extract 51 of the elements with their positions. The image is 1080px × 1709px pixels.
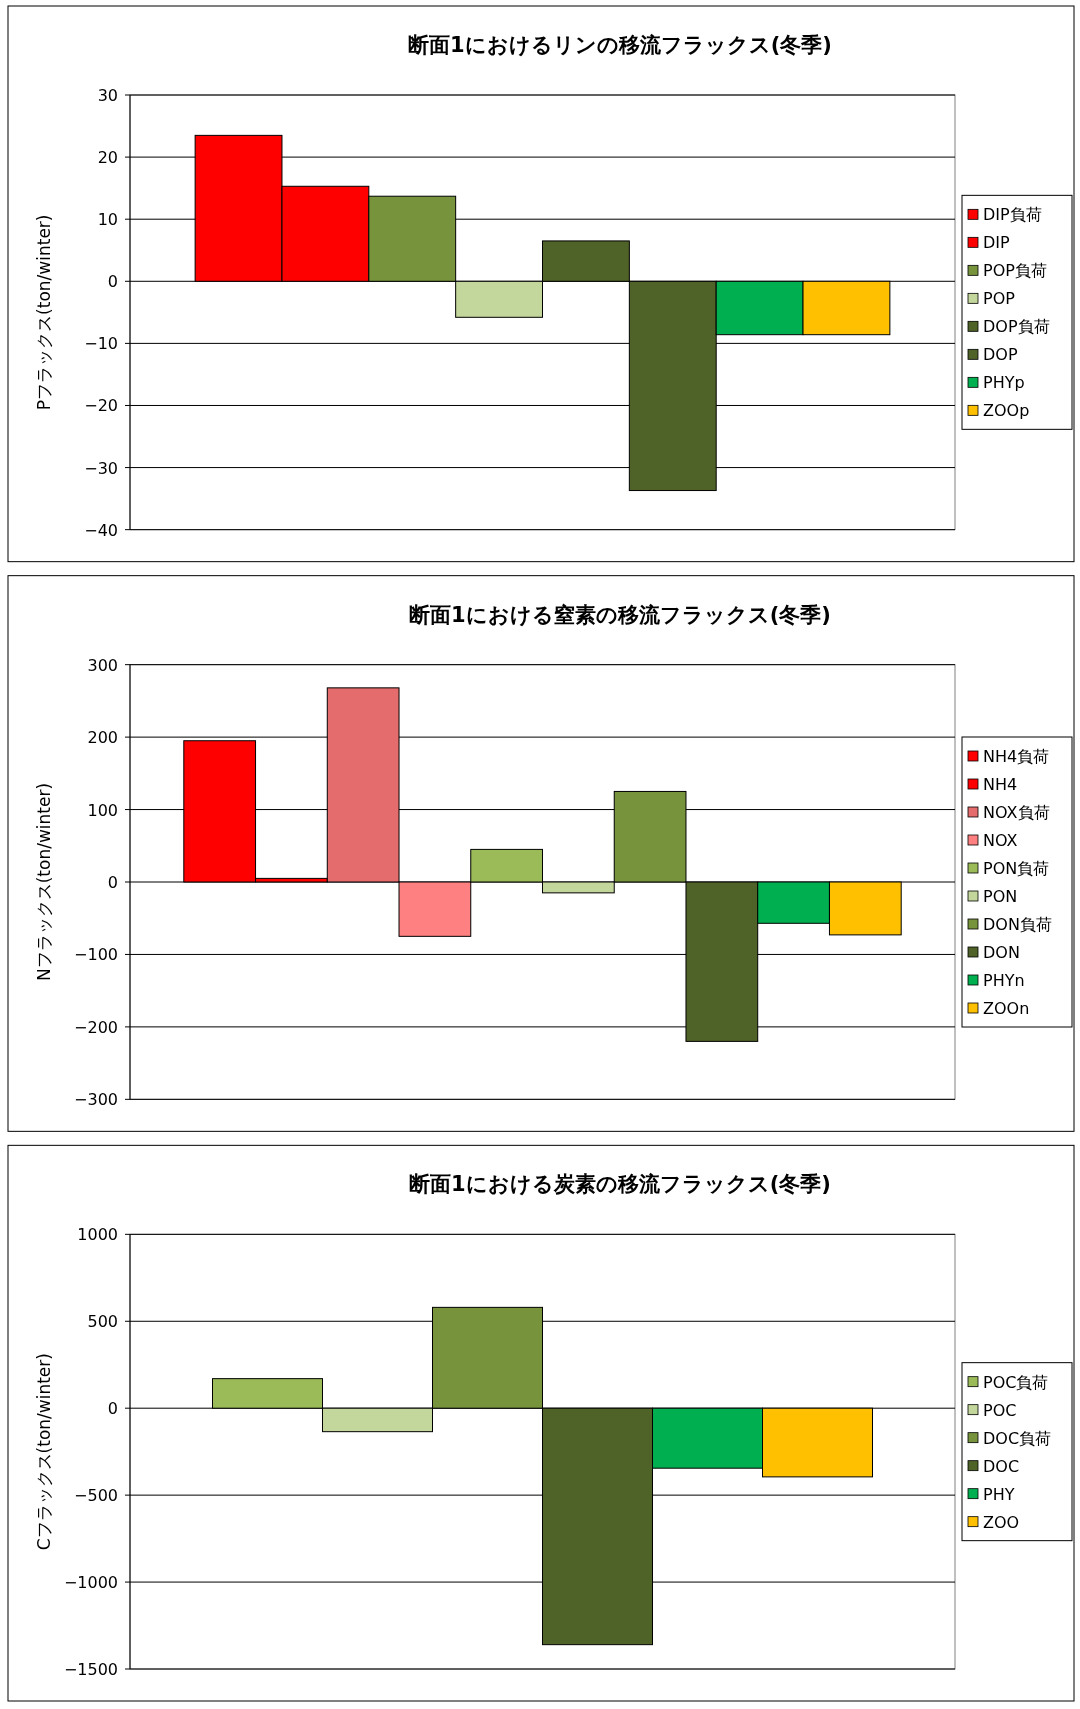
y-axis-title: Pフラックス(ton/winter) xyxy=(34,214,54,411)
y-tick-label: 20 xyxy=(97,148,118,168)
y-tick-label: 100 xyxy=(87,800,118,820)
y-tick-label: −40 xyxy=(84,520,118,540)
legend-label: PHYp xyxy=(983,373,1025,393)
y-tick-label: 10 xyxy=(97,210,118,230)
legend-label: PON負荷 xyxy=(983,859,1050,878)
legend-label: PHYn xyxy=(983,971,1025,990)
legend-label: ZOO xyxy=(983,1512,1020,1532)
chart-title: 断面1における窒素の移流フラックス(冬季) xyxy=(409,602,831,627)
legend-label: DON xyxy=(983,943,1020,962)
legend-label: NH4 xyxy=(983,775,1018,794)
legend-label: NH4負荷 xyxy=(983,747,1050,766)
y-tick-label: −500 xyxy=(74,1486,118,1506)
y-tick-label: −1500 xyxy=(63,1660,118,1679)
y-tick-label: 500 xyxy=(87,1312,118,1332)
y-axis-title: Cフラックス(ton/winter) xyxy=(34,1353,54,1551)
y-tick-label: −300 xyxy=(74,1090,118,1110)
legend-label: DIP xyxy=(983,233,1011,253)
y-tick-label: 300 xyxy=(87,655,118,675)
legend-label: NOX負荷 xyxy=(983,803,1050,822)
legend-label: POC xyxy=(983,1400,1017,1420)
y-tick-label: 30 xyxy=(97,86,118,105)
y-tick-label: −30 xyxy=(84,458,118,478)
y-tick-label: 0 xyxy=(107,873,118,892)
legend-label: POP xyxy=(983,289,1016,309)
y-axis-title: Nフラックス(ton/winter) xyxy=(34,782,54,982)
y-tick-label: −200 xyxy=(74,1017,118,1037)
y-tick-label: 0 xyxy=(107,272,118,292)
y-tick-label: −100 xyxy=(74,945,118,965)
y-tick-label: 0 xyxy=(107,1399,118,1419)
legend-label: DIP負荷 xyxy=(983,205,1042,225)
y-tick-label: −1000 xyxy=(63,1573,118,1593)
y-tick-label: −10 xyxy=(84,334,118,354)
legend-label: DOC負荷 xyxy=(983,1428,1052,1448)
chart-title: 断面1におけるリンの移流フラックス(冬季) xyxy=(408,33,832,57)
legend-label: DOP負荷 xyxy=(983,317,1050,337)
legend-label: PON xyxy=(983,887,1018,906)
legend-label: DOC xyxy=(983,1456,1020,1476)
chart-title: 断面1における炭素の移流フラックス(冬季) xyxy=(409,1172,831,1197)
legend-label: POC負荷 xyxy=(983,1372,1049,1392)
y-tick-label: −20 xyxy=(84,396,118,416)
legend-label: PHY xyxy=(983,1484,1015,1504)
legend-label: NOX xyxy=(983,831,1018,850)
legend-label: POP負荷 xyxy=(983,261,1047,281)
legend-label: DON負荷 xyxy=(983,915,1052,934)
legend-label: ZOOn xyxy=(983,999,1030,1018)
legend-label: DOP xyxy=(983,345,1018,365)
legend-label: ZOOp xyxy=(983,401,1030,421)
y-tick-label: 200 xyxy=(87,728,118,748)
y-tick-label: 1000 xyxy=(77,1225,118,1245)
